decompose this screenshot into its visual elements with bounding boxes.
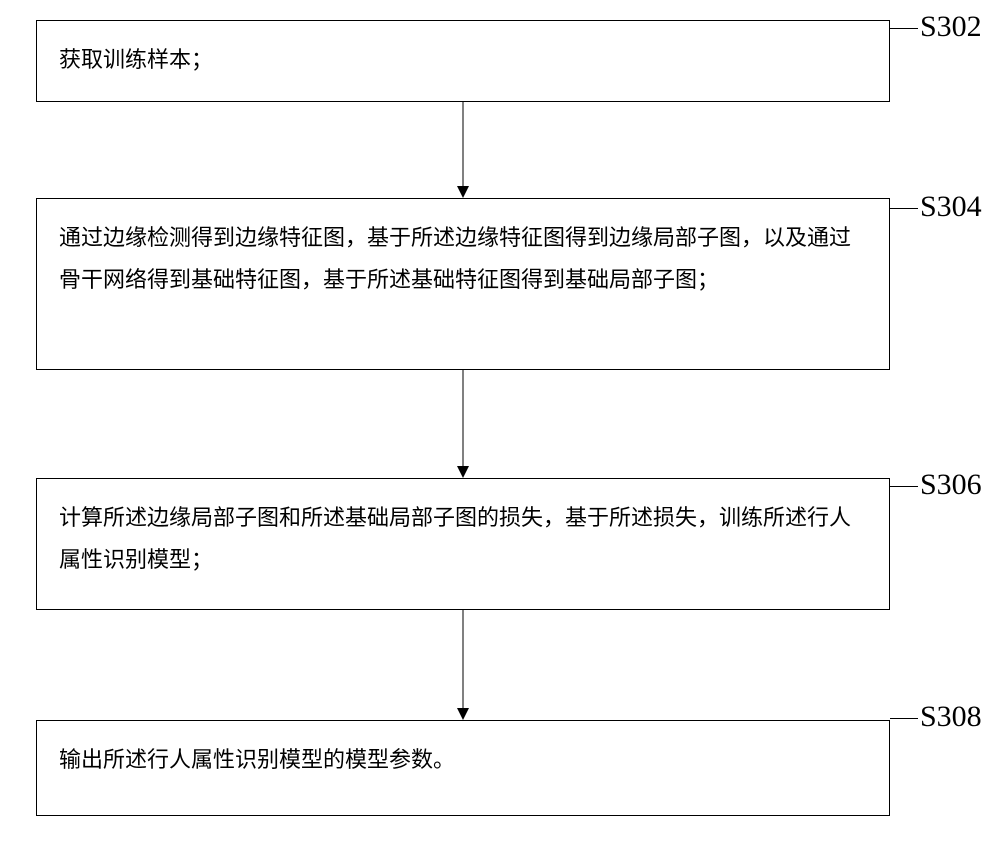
- flow-step-text: 输出所述行人属性识别模型的模型参数。: [59, 739, 867, 781]
- flow-step-s306: 计算所述边缘局部子图和所述基础局部子图的损失，基于所述损失，训练所述行人属性识别…: [36, 478, 890, 610]
- label-leader: [890, 28, 918, 29]
- flow-step-s308: 输出所述行人属性识别模型的模型参数。: [36, 720, 890, 816]
- flow-step-text: 获取训练样本；: [59, 39, 867, 81]
- flow-step-s302: 获取训练样本；: [36, 20, 890, 102]
- flow-step-s304: 通过边缘检测得到边缘特征图，基于所述边缘特征图得到边缘局部子图，以及通过骨干网络…: [36, 198, 890, 370]
- flow-step-text: 通过边缘检测得到边缘特征图，基于所述边缘特征图得到边缘局部子图，以及通过骨干网络…: [59, 217, 867, 301]
- step-label-s306: S306: [920, 468, 982, 502]
- step-label-s308: S308: [920, 700, 982, 734]
- flowchart-canvas: 获取训练样本； S302 通过边缘检测得到边缘特征图，基于所述边缘特征图得到边缘局部…: [0, 0, 1000, 842]
- step-label-s304: S304: [920, 190, 982, 224]
- step-label-s302: S302: [920, 10, 982, 44]
- flow-arrow: [453, 102, 473, 198]
- label-leader: [890, 718, 918, 719]
- label-leader: [890, 486, 918, 487]
- label-leader: [890, 208, 918, 209]
- flow-arrow: [453, 610, 473, 720]
- flow-step-text: 计算所述边缘局部子图和所述基础局部子图的损失，基于所述损失，训练所述行人属性识别…: [59, 497, 867, 581]
- flow-arrow: [453, 370, 473, 478]
